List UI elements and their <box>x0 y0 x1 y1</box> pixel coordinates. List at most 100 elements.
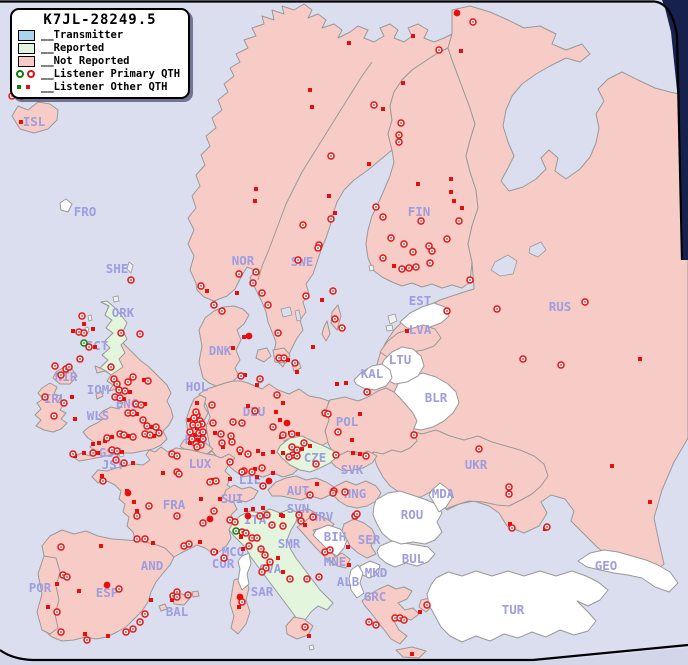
listener-primary-marker <box>139 416 147 424</box>
listener-primary-marker <box>145 502 153 510</box>
listener-primary-marker <box>137 401 145 409</box>
country-rus <box>369 5 688 573</box>
listener-other-marker <box>459 49 463 53</box>
country-label-svk: SVK <box>341 462 364 477</box>
listener-other-marker <box>401 81 405 85</box>
country-label-sui: SUI <box>221 491 244 506</box>
listener-other-marker <box>508 522 512 526</box>
listener-primary-marker <box>581 298 589 306</box>
country-label-hrv: HRV <box>311 509 334 524</box>
listener-other-marker <box>416 182 420 186</box>
legend-panel: K7JL-28249.5 __Transmitter __Reported __No… <box>10 8 190 99</box>
listener-other-marker <box>152 434 156 438</box>
country-label-ser: SER <box>358 532 381 547</box>
listener-other-marker <box>83 632 87 636</box>
country-label-swe: SWE <box>291 254 314 269</box>
country-cor <box>237 552 252 591</box>
listener-primary-marker <box>398 265 406 273</box>
listener-other-marker <box>320 298 324 302</box>
lake <box>294 309 302 322</box>
country-label-fra: FRA <box>163 497 186 512</box>
listener-primary-marker <box>136 618 144 626</box>
listener-other-marker <box>311 345 315 349</box>
listener-primary-marker <box>63 573 71 581</box>
listener-primary-marker <box>256 375 264 383</box>
listener-primary-marker <box>146 431 154 439</box>
frame-bottom-fill <box>0 648 688 665</box>
listener-other-marker <box>452 199 456 203</box>
listener-other-marker <box>99 544 103 548</box>
listener-cluster-dot <box>103 581 111 589</box>
listener-primary-marker <box>329 489 337 497</box>
listener-primary-marker <box>144 377 152 385</box>
legend-swatch <box>18 55 35 67</box>
listener-other-marker <box>358 452 362 456</box>
listener-primary-marker <box>175 470 183 478</box>
listener-other-marker <box>199 497 203 501</box>
listener-other-marker <box>261 506 265 510</box>
country-label-bih: BIH <box>324 529 347 544</box>
listener-other-marker <box>296 432 300 436</box>
listener-primary-marker <box>338 324 346 332</box>
listener-other-marker <box>310 105 314 109</box>
listener-primary-marker <box>341 488 349 496</box>
listener-primary-marker <box>395 131 403 139</box>
listener-other-marker <box>449 177 453 181</box>
listener-primary-marker <box>519 355 527 363</box>
listener-primary-marker <box>120 431 128 439</box>
listener-other-marker <box>213 431 217 435</box>
listener-primary-marker <box>252 268 260 276</box>
country-label-ork: ORK <box>112 305 135 320</box>
listener-other-marker <box>143 402 147 406</box>
listener-other-marker <box>351 451 355 455</box>
country-label-geo: GEO <box>595 558 618 573</box>
listener-primary-marker <box>324 410 332 418</box>
listener-cluster-dot <box>283 419 291 427</box>
listener-other-marker <box>255 475 259 479</box>
listener-primary-marker <box>286 575 294 583</box>
listener-primary-marker <box>455 217 463 225</box>
lake <box>528 241 547 258</box>
listener-other-marker <box>638 357 642 361</box>
listener-other-marker <box>100 474 104 478</box>
listener-primary-marker <box>263 511 271 519</box>
islet <box>387 313 398 325</box>
listener-primary-marker <box>152 423 160 431</box>
country-label-bal: BAL <box>166 604 189 619</box>
listener-primary-marker <box>136 330 144 338</box>
listener-other-marker <box>242 335 246 339</box>
country-label-alb: ALB <box>337 574 360 589</box>
listener-primary-marker <box>228 438 236 446</box>
country-label-fro: FRO <box>74 204 97 219</box>
listener-other-marker <box>350 438 354 442</box>
listener-other-marker <box>82 451 86 455</box>
listener-other-marker <box>333 211 337 215</box>
listener-primary-marker <box>269 423 277 431</box>
listener-other-marker <box>198 540 202 544</box>
country-label-rou: ROU <box>401 507 424 522</box>
listener-primary-marker <box>190 414 198 422</box>
listener-primary-marker <box>493 305 501 313</box>
listener-other-marker <box>142 378 146 382</box>
listener-primary-marker <box>274 329 282 337</box>
country-border-line <box>257 61 373 281</box>
legend-item-0: __Transmitter <box>16 29 184 41</box>
listener-other-marker <box>126 434 130 438</box>
listener-other-marker <box>170 598 174 602</box>
legend-item-label: __Listener Primary QTH <box>41 67 181 80</box>
listener-other-marker <box>218 497 222 501</box>
ring-marker-icon <box>27 70 35 78</box>
listener-primary-marker <box>232 527 240 535</box>
square-marker-icon <box>26 85 30 89</box>
square-marker-icon <box>17 85 21 89</box>
listener-primary-marker <box>116 394 124 402</box>
country-label-hng: HNG <box>344 486 367 501</box>
listener-other-marker <box>271 471 275 475</box>
listener-primary-marker <box>505 483 513 491</box>
listener-other-marker <box>246 404 250 408</box>
listener-other-marker <box>243 373 247 377</box>
listener-primary-marker <box>121 387 129 395</box>
listener-primary-marker <box>51 362 59 370</box>
country-label-ukr: UKR <box>465 457 488 472</box>
country-kal <box>353 363 393 391</box>
